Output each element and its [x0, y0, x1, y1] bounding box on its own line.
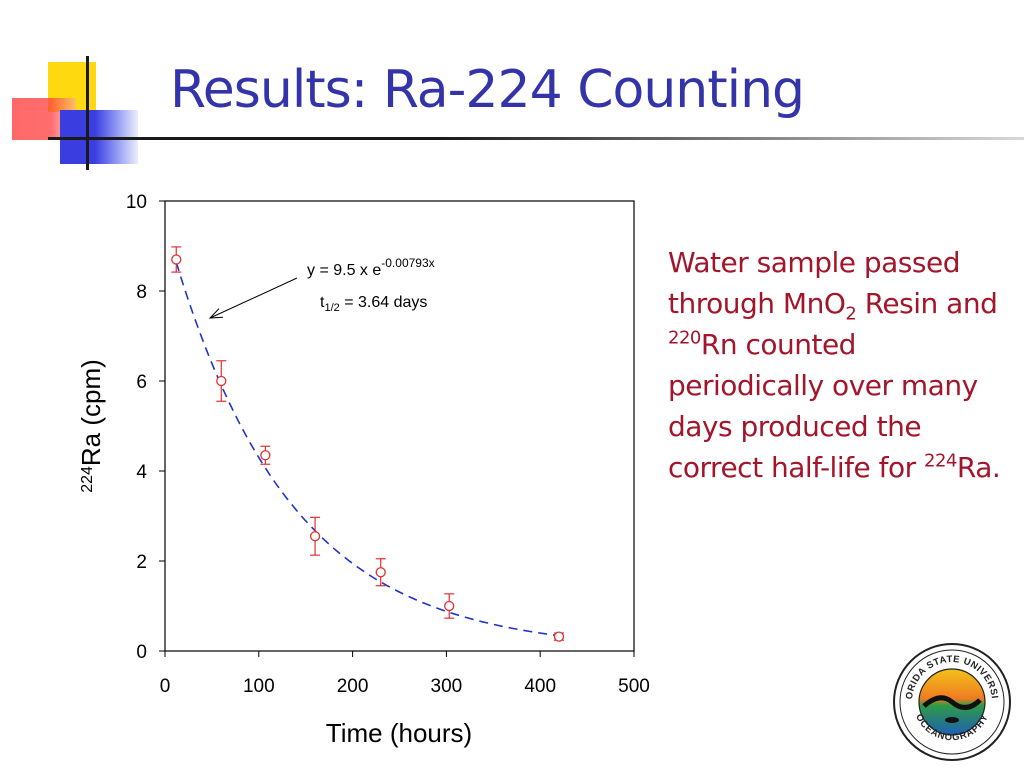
fit-curve-layer [175, 262, 560, 637]
data-points-layer [171, 246, 565, 642]
y-axis-label: 224Ra (cpm) [76, 359, 106, 493]
data-point [171, 254, 182, 265]
x-axis-label: Time (hours) [326, 718, 472, 748]
data-point [309, 531, 321, 542]
desc-part-2: Resin and [856, 287, 998, 320]
desc-part-1: Water sample passed through MnO [668, 246, 960, 320]
annotation-arrowhead [208, 308, 224, 319]
half-life-symbol: t [320, 294, 325, 311]
y-axis-label-text: Ra (cpm) [76, 359, 106, 466]
fit-curve [175, 262, 560, 637]
data-point [216, 375, 227, 387]
ra224-superscript: 224 [924, 450, 957, 472]
x-tick-label: 500 [618, 676, 650, 697]
x-tick-label: 200 [337, 676, 369, 697]
desc-part-4: Ra. [956, 451, 1001, 484]
mno2-subscript: 2 [845, 303, 857, 325]
decor-vertical-line [86, 56, 89, 170]
half-life-value: = 3.64 days [340, 294, 428, 311]
y-tick-label: 0 [136, 642, 147, 663]
y-tick-label: 2 [136, 552, 147, 573]
fit-equation-base: y = 9.5 x e [307, 262, 381, 279]
rn220-superscript: 220 [668, 327, 701, 349]
x-tick-label: 400 [524, 676, 556, 697]
fsu-oceanography-seal-icon: FLORIDA STATE UNIVERSITY OCEANOGRAPHY [888, 636, 1011, 761]
fit-equation-exponent: -0.00793x [381, 256, 434, 270]
data-point [553, 631, 565, 642]
title-underline [48, 137, 1024, 140]
plot-area-frame [164, 200, 635, 652]
x-tick-label: 100 [243, 676, 275, 697]
data-point [444, 600, 455, 612]
data-point [375, 567, 386, 578]
x-tick-label: 300 [431, 676, 463, 697]
y-tick-label: 8 [136, 282, 147, 303]
y-tick-label: 10 [126, 192, 147, 213]
axis-ticks-layer: 0 100 200 300 400 500 0 2 4 6 8 10 [126, 192, 650, 697]
half-life-subscript: 1/2 [324, 302, 339, 314]
half-life-label: t1/2 = 3.64 days [320, 294, 427, 314]
y-axis-label-superscript: 224 [79, 466, 96, 493]
data-point [260, 450, 271, 461]
desc-part-3: Rn counted periodically over many days p… [668, 328, 978, 484]
annotation-arrow [209, 277, 298, 319]
y-tick-label: 4 [136, 462, 147, 483]
fit-equation: y = 9.5 x e-0.00793x [307, 256, 435, 279]
x-tick-label: 0 [160, 676, 171, 697]
slide-title: Results: Ra-224 Counting [170, 60, 805, 120]
y-tick-label: 6 [136, 372, 147, 393]
description-text: Water sample passed through MnO2 Resin a… [668, 242, 1018, 488]
fit-annotation: y = 9.5 x e-0.00793x t1/2 = 3.64 days [208, 256, 435, 319]
